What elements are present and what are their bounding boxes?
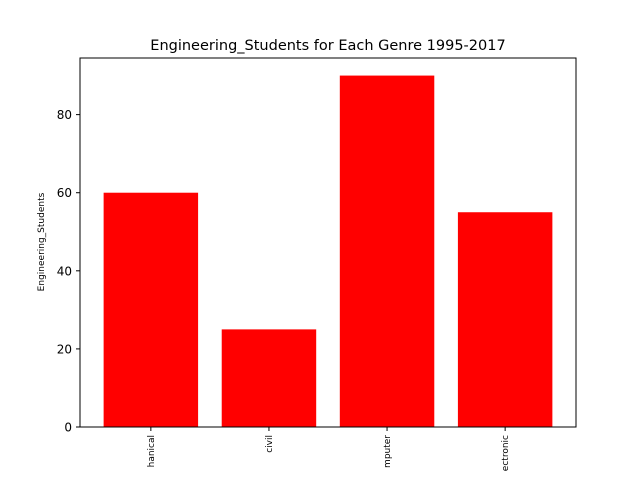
bar-2 bbox=[339, 75, 435, 428]
plot-frame bbox=[79, 57, 577, 428]
y-tick-label-4: 80 bbox=[57, 108, 72, 122]
bar-1 bbox=[221, 329, 317, 427]
y-tick-label-0: 0 bbox=[64, 421, 72, 435]
x-tick-label-2: mputer bbox=[383, 435, 393, 468]
chart-title: Engineering_Students for Each Genre 1995… bbox=[150, 38, 505, 54]
x-tick-label-0: hanical bbox=[147, 435, 157, 467]
bar-0 bbox=[103, 192, 199, 427]
x-tick-label-3: ectronic bbox=[501, 435, 511, 471]
x-axis: hanical civil mputer ectronic bbox=[147, 427, 511, 471]
y-axis-label: Engineering_Students bbox=[37, 192, 47, 291]
bar-3 bbox=[457, 212, 553, 427]
y-axis: 0 20 40 60 80 bbox=[57, 108, 80, 435]
y-tick-label-1: 20 bbox=[57, 342, 72, 356]
y-tick-label-2: 40 bbox=[57, 264, 72, 278]
x-tick-label-1: civil bbox=[265, 435, 275, 453]
bars-layer bbox=[103, 75, 553, 428]
y-tick-label-3: 60 bbox=[57, 186, 72, 200]
